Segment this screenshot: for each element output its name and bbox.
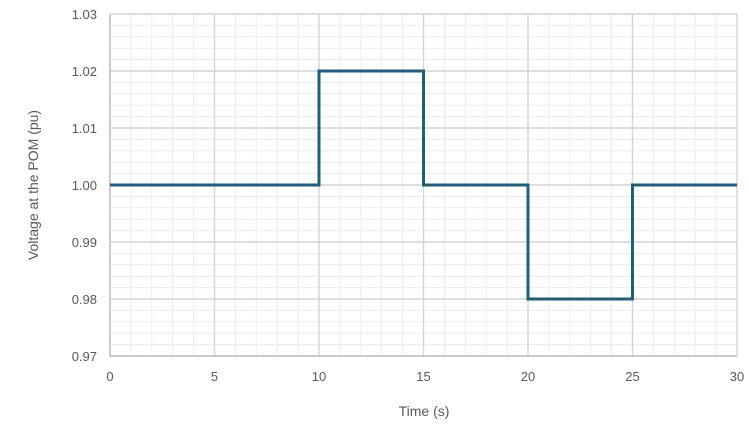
x-tick-labels: 0 5 10 15 20 25 30 bbox=[106, 369, 744, 384]
y-tick-label: 0.99 bbox=[72, 235, 97, 250]
x-axis-title: Time (s) bbox=[399, 403, 450, 419]
y-tick-label: 1.00 bbox=[72, 178, 97, 193]
y-tick-label: 1.01 bbox=[72, 121, 97, 136]
x-tick-label: 20 bbox=[521, 369, 535, 384]
y-axis-title: Voltage at the POM (pu) bbox=[25, 110, 41, 260]
x-tick-label: 15 bbox=[416, 369, 430, 384]
x-tick-label: 25 bbox=[625, 369, 639, 384]
x-tick-label: 30 bbox=[730, 369, 744, 384]
series-layer bbox=[110, 69, 737, 301]
y-tick-labels: 0.97 0.98 0.99 1.00 1.01 1.02 1.03 bbox=[72, 7, 97, 364]
x-tick-label: 0 bbox=[106, 369, 113, 384]
y-tick-label: 1.02 bbox=[72, 64, 97, 79]
x-tick-label: 10 bbox=[312, 369, 326, 384]
y-tick-label: 0.98 bbox=[72, 292, 97, 307]
y-tick-label: 0.97 bbox=[72, 349, 97, 364]
y-tick-label: 1.03 bbox=[72, 7, 97, 22]
x-tick-label: 5 bbox=[211, 369, 218, 384]
voltage-series-line bbox=[110, 69, 737, 301]
